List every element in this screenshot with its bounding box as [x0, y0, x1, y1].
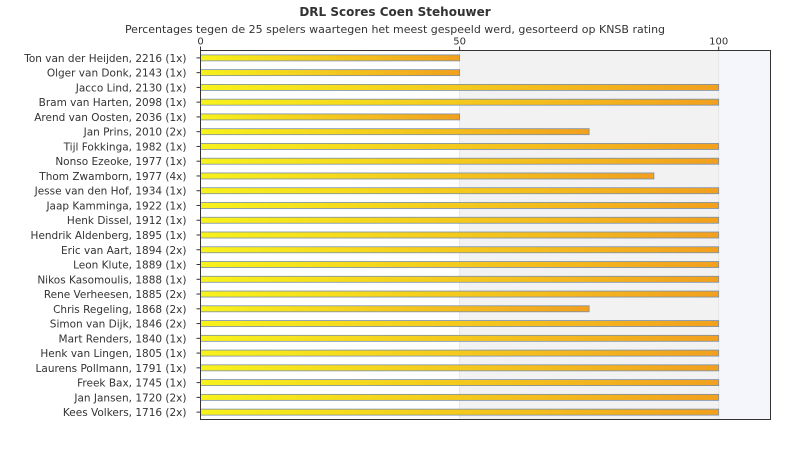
- category-label: Henk van Lingen, 1805 (1x): [40, 348, 186, 360]
- category-label: Jan Prins, 2010 (2x): [83, 127, 187, 139]
- category-label: Olger van Donk, 2143 (1x): [47, 68, 187, 80]
- bar: [200, 84, 720, 91]
- category-label: Henk Dissel, 1912 (1x): [67, 215, 187, 227]
- y-axis-labels: Ton van der Heijden, 2216 (1x) Olger van …: [23, 53, 201, 419]
- category-label: Arend van Oosten, 2036 (1x): [34, 112, 186, 124]
- bar: [200, 143, 720, 150]
- category-label: Ton van der Heijden, 2216 (1x): [23, 53, 186, 65]
- category-label: Hendrik Aldenberg, 1895 (1x): [31, 230, 187, 242]
- bar: [200, 98, 720, 106]
- chart-subtitle: Percentages tegen de 25 spelers waartege…: [125, 23, 665, 36]
- category-label: Simon van Dijk, 1846 (2x): [50, 319, 187, 331]
- category-label: Eric van Aart, 1894 (2x): [61, 245, 187, 257]
- bar: [200, 305, 590, 313]
- category-label: Nikos Kasomoulis, 1888 (1x): [37, 274, 186, 286]
- bar: [200, 261, 720, 268]
- bar: [200, 54, 460, 62]
- category-label: Jan Jansen, 1720 (2x): [73, 392, 186, 404]
- x-tick-label: 0: [197, 37, 203, 48]
- bar: [200, 69, 460, 77]
- category-label: Leon Klute, 1889 (1x): [73, 260, 186, 272]
- category-label: Nonso Ezeoke, 1977 (1x): [55, 156, 186, 168]
- category-label: Kees Volkers, 1716 (2x): [63, 407, 187, 419]
- bar: [200, 393, 720, 401]
- bar: [200, 128, 590, 136]
- x-tick-label: 50: [453, 37, 466, 48]
- bar: [200, 231, 720, 239]
- bar-series: [200, 54, 720, 416]
- category-label: Bram van Harten, 2098 (1x): [39, 97, 187, 109]
- bar: [200, 275, 720, 283]
- bar: [200, 334, 720, 342]
- bar: [200, 320, 720, 327]
- category-label: Mart Renders, 1840 (1x): [59, 333, 187, 345]
- bar: [200, 379, 720, 387]
- bar: [200, 364, 720, 372]
- category-label: Tijl Fokkinga, 1982 (1x): [63, 141, 187, 153]
- x-tick-label: 100: [709, 37, 728, 48]
- bar: [200, 216, 720, 224]
- bar: [200, 290, 720, 298]
- bar: [200, 157, 720, 165]
- bar: [200, 187, 720, 195]
- plot-frame: [200, 50, 771, 420]
- bar: [200, 113, 460, 121]
- plot-band: [718, 50, 771, 420]
- bar: [200, 246, 720, 254]
- category-label: Jaap Kamminga, 1922 (1x): [45, 200, 186, 212]
- category-label: Thom Zwamborn, 1977 (4x): [38, 171, 186, 183]
- category-label: Laurens Pollmann, 1791 (1x): [36, 363, 187, 375]
- chart-title: DRL Scores Coen Stehouwer: [299, 5, 490, 19]
- category-label: Freek Bax, 1745 (1x): [77, 378, 186, 390]
- category-label: Jacco Lind, 2130 (1x): [75, 82, 187, 94]
- category-label: Jesse van den Hof, 1934 (1x): [34, 186, 187, 198]
- category-label: Chris Regeling, 1868 (2x): [53, 304, 186, 316]
- bar: [200, 202, 720, 209]
- bar: [200, 349, 720, 357]
- bar: [200, 172, 655, 180]
- bar: [200, 408, 720, 416]
- category-label: Rene Verheesen, 1885 (2x): [44, 289, 187, 301]
